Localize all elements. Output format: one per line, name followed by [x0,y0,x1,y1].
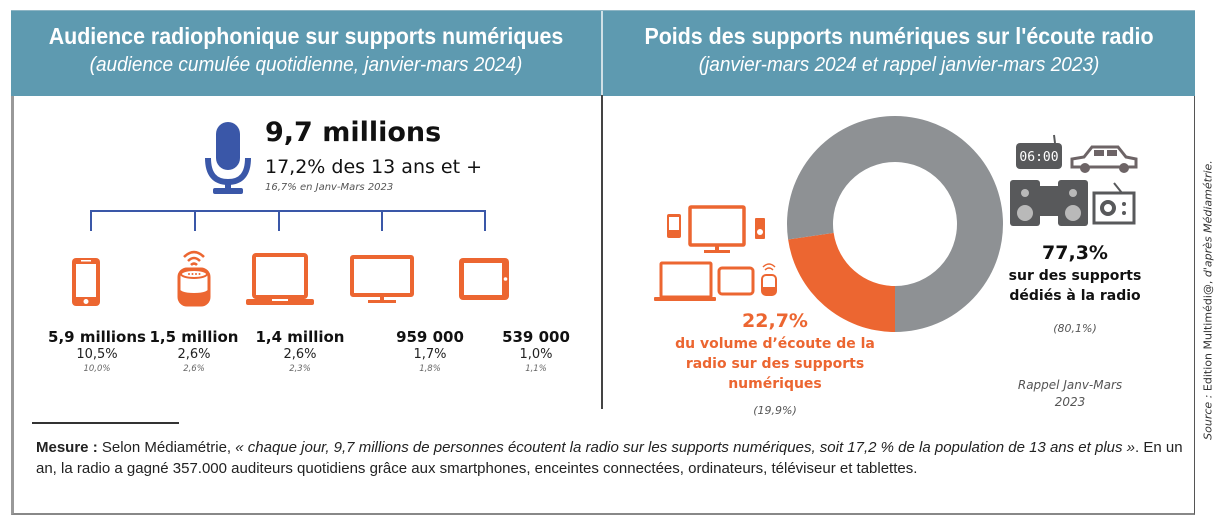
footer-note: Mesure : Selon Médiamétrie, « chaque jou… [36,437,1186,479]
digital-label-line: numériques [728,376,822,392]
digital-label-line: du volume d’écoute de la [675,336,875,352]
digital-share: 22,7% du volume d’écoute de la radio sur… [660,310,890,394]
footer-quote: « chaque jour, 9,7 millions de personnes… [235,439,1136,456]
right-subtitle: (janvier-mars 2024 et rappel janvier-mar… [698,54,1100,76]
source-prefix: Source : [1201,391,1215,440]
rappel-line: 2023 [1054,395,1086,409]
device-previous: 10,0% [83,364,111,374]
device-stat-tablet: 539 000 1,0% 1,1% [476,328,596,374]
source-plain: Edition Multimédi@, [1201,277,1215,392]
left-subtitle: (audience cumulée quotidienne, janvier-m… [89,54,523,76]
header-band: Audience radiophonique sur supports numé… [11,10,1195,96]
donut-slice-dedicated [787,115,1003,332]
device-tree-connector [90,210,486,231]
device-previous: 2,3% [289,364,311,374]
device-share: 1,7% [413,347,447,362]
infographic-frame [11,10,1195,515]
total-audience-share: 17,2% des 13 ans et + [265,156,483,178]
digital-share-previous: (19,9%) [753,404,797,417]
device-stat-smartphone: 5,9 millions 10,5% 10,0% [37,328,157,374]
digital-label-line: radio sur des supports [685,356,865,372]
device-value: 959 000 [396,328,464,346]
dedicated-share: 77,3% sur des supports dédiés à la radio [990,242,1160,306]
tablet-icon [459,258,509,300]
right-header: Poids des supports numériques sur l'écou… [603,11,1195,96]
device-value: 1,5 million [149,328,239,346]
digital-share-value: 22,7% [742,310,808,332]
device-previous: 1,1% [525,364,547,374]
dedicated-share-previous: (80,1%) [1053,322,1097,335]
footer-text-1: Selon Médiamétrie, [97,439,236,456]
dedicated-share-value: 77,3% [1042,242,1108,264]
laptop-icon [246,253,314,305]
footer-rule [32,422,179,424]
left-title: Audience radiophonique sur supports numé… [48,23,564,49]
clock-display: 06:00 [1019,150,1058,165]
header-separator [601,11,603,96]
footer-label: Mesure : [36,439,98,456]
source-italic: d'après Médiamétrie. [1201,160,1215,278]
device-share: 1,0% [519,347,553,362]
tv-icon [350,255,414,303]
microphone-icon [205,122,251,194]
radio-devices-icon: 06:00 [1010,134,1138,226]
smartphone-icon [72,258,100,306]
device-share: 2,6% [283,347,317,362]
left-header: Audience radiophonique sur supports numé… [11,11,601,96]
digital-devices-icon [654,205,777,301]
total-audience-previous: 16,7% en Janv-Mars 2023 [265,182,394,193]
device-share: 10,5% [76,347,118,362]
donut-slice-digital [788,232,895,332]
source-credit: Source : Edition Multimédi@, d'après Méd… [1199,150,1217,450]
rappel-note: Rappel Janv-Mars 2023 [995,377,1145,411]
donut-chart [787,115,1003,332]
device-previous: 1,8% [419,364,441,374]
device-value: 5,9 millions [48,328,146,346]
right-title: Poids des supports numériques sur l'écou… [644,23,1154,49]
device-previous: 2,6% [183,364,205,374]
rappel-line: Rappel Janv-Mars [1017,378,1123,392]
smart-speaker-icon [177,250,211,307]
device-value: 539 000 [502,328,570,346]
device-value: 1,4 million [255,328,345,346]
device-stat-laptop: 1,4 million 2,6% 2,3% [240,328,360,374]
dedicated-label-line: dédiés à la radio [1009,288,1141,304]
dedicated-share-label: sur des supports dédiés à la radio [990,266,1160,306]
footer-text-2: . En un an, la radio a gagné 357.000 aud… [36,439,1183,477]
total-audience-value: 9,7 millions [265,117,442,148]
device-stat-smart-speaker: 1,5 million 2,6% 2,6% [134,328,254,374]
digital-share-label: du volume d’écoute de la radio sur des s… [660,334,890,394]
dedicated-label-line: sur des supports [1008,268,1142,284]
panel-divider [601,95,603,409]
device-stat-tv: 959 000 1,7% 1,8% [370,328,490,374]
device-share: 2,6% [177,347,211,362]
